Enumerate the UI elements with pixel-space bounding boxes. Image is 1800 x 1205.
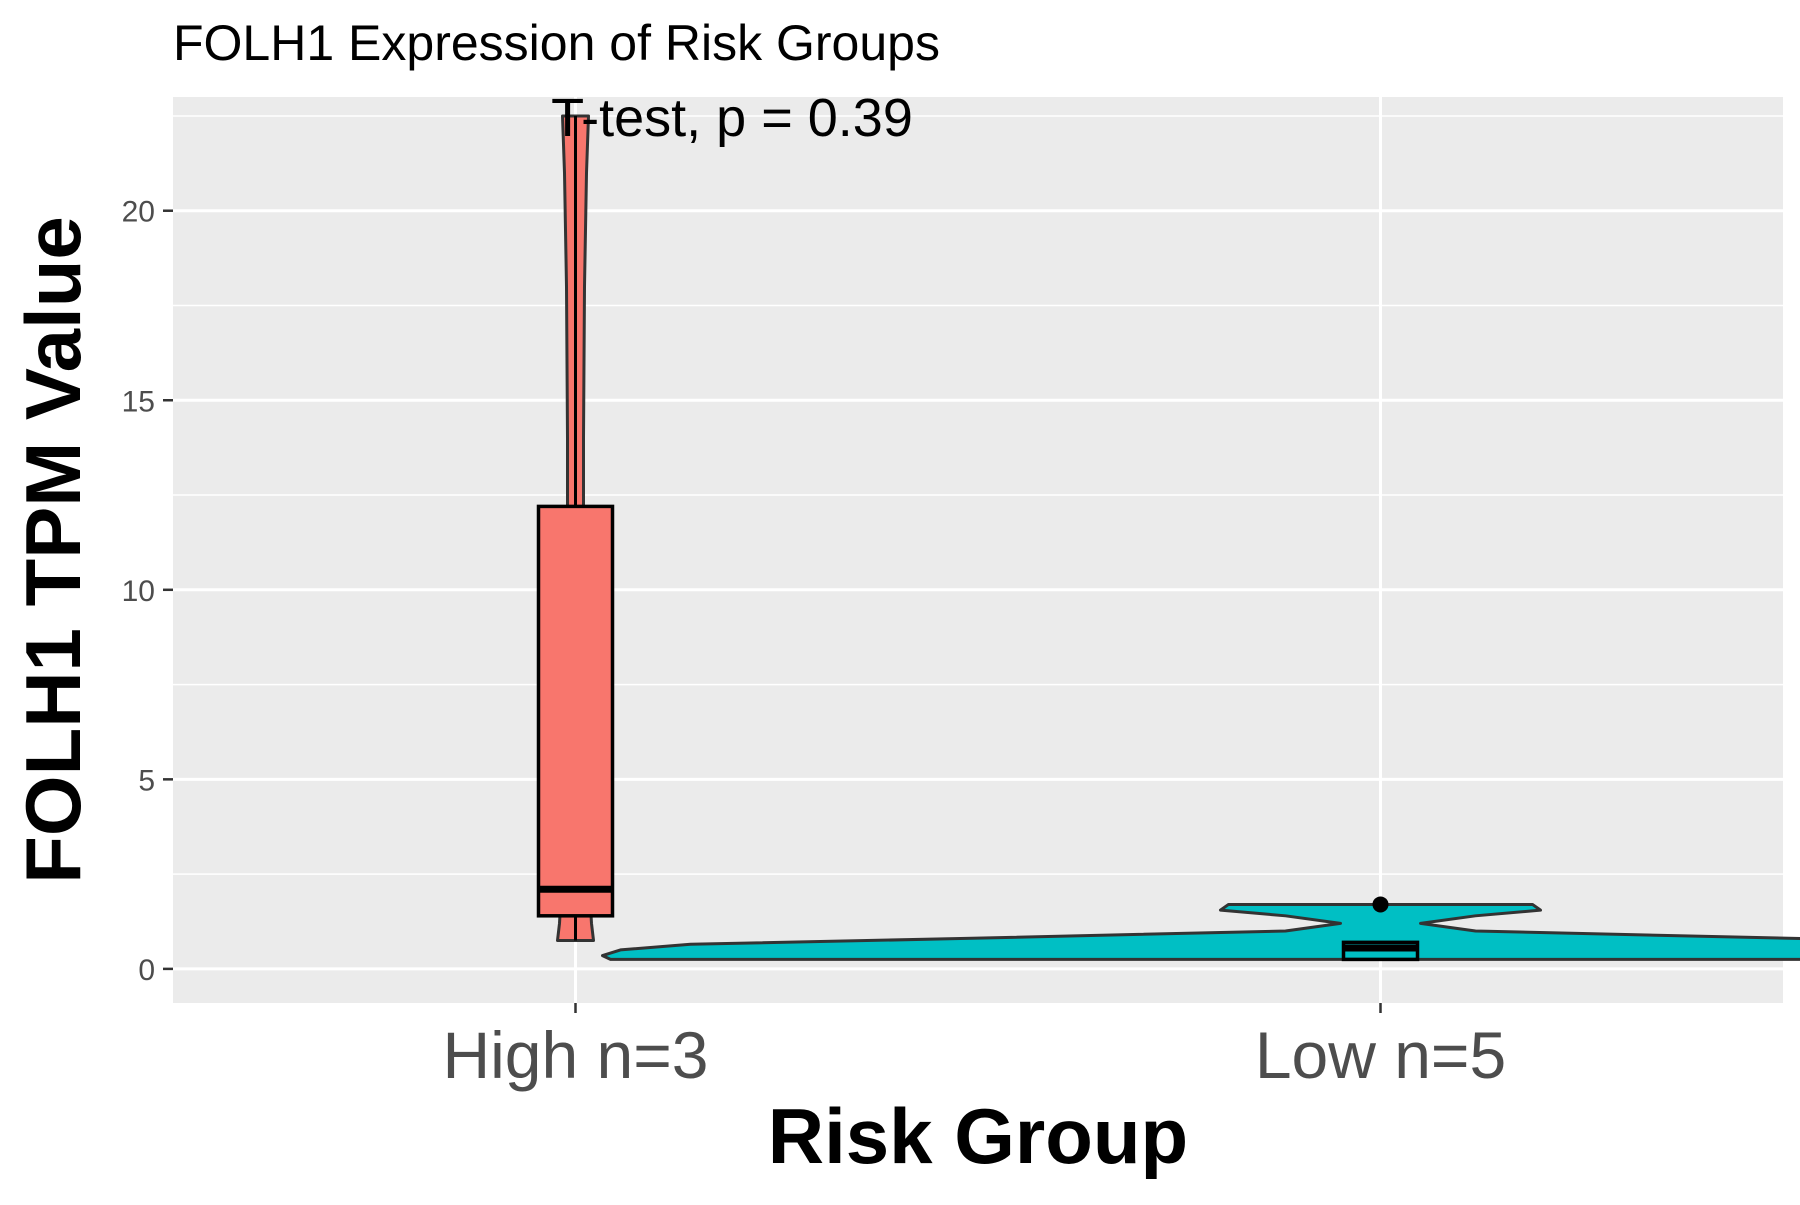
x-tick-label: High n=3 [442,1018,708,1092]
chart-title: FOLH1 Expression of Risk Groups [173,15,940,71]
y-tick-label: 10 [122,575,155,608]
p-value-annotation: T-test, p = 0.39 [551,88,913,148]
y-tick-label: 15 [122,385,155,418]
x-tick-label: Low n=5 [1255,1018,1506,1092]
y-tick-label: 0 [138,954,155,987]
x-axis-title: Risk Group [768,1092,1188,1180]
y-tick-label: 20 [122,196,155,229]
plot-panel [173,97,1783,1003]
box-low-outlier-point [1373,896,1389,912]
y-tick-label: 5 [138,764,155,797]
y-axis-title: FOLH1 TPM Value [9,216,97,883]
box-high-box [539,506,613,915]
